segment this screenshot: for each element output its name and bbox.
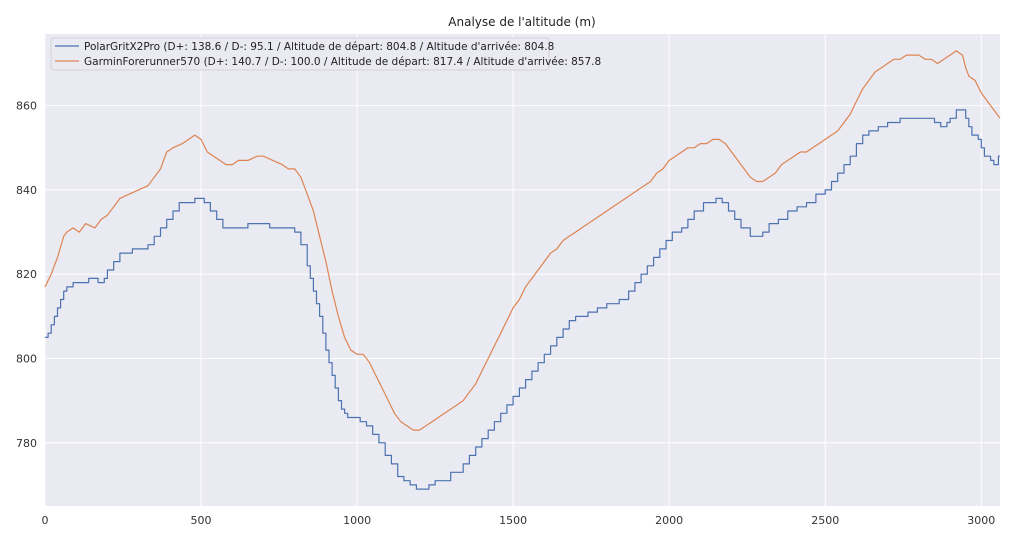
tick-labels: 0 500 1000 1500 2000 2500 3000 780 800 820 840 860 — [16, 100, 995, 527]
x-tick-label: 500 — [191, 514, 212, 527]
chart-title: Analyse de l'altitude (m) — [448, 15, 595, 29]
grid-lines — [44, 34, 1000, 506]
x-tick-label: 2500 — [811, 514, 839, 527]
x-tick-label: 2000 — [655, 514, 683, 527]
garmin-series-line — [44, 50, 1001, 431]
polar-series-line — [45, 109, 1000, 490]
legend-box — [50, 37, 550, 71]
plot-area — [45, 34, 1000, 506]
legend-label-garmin: GarminForerunner570 (D+: 140.7 / D-: 100… — [84, 56, 601, 68]
x-tick-label: 3000 — [967, 514, 995, 527]
series-lines — [44, 50, 1001, 490]
y-tick-label: 840 — [16, 184, 37, 197]
x-tick-label: 1000 — [343, 514, 371, 527]
legend: PolarGritX2Pro (D+: 138.6 / D-: 95.1 / A… — [50, 37, 601, 71]
legend-label-polar: PolarGritX2Pro (D+: 138.6 / D-: 95.1 / A… — [84, 41, 554, 53]
y-tick-label: 820 — [16, 268, 37, 281]
y-tick-label: 860 — [16, 100, 37, 113]
x-tick-label: 0 — [42, 514, 49, 527]
y-tick-label: 780 — [16, 437, 37, 450]
x-tick-label: 1500 — [499, 514, 527, 527]
y-tick-label: 800 — [16, 353, 37, 366]
